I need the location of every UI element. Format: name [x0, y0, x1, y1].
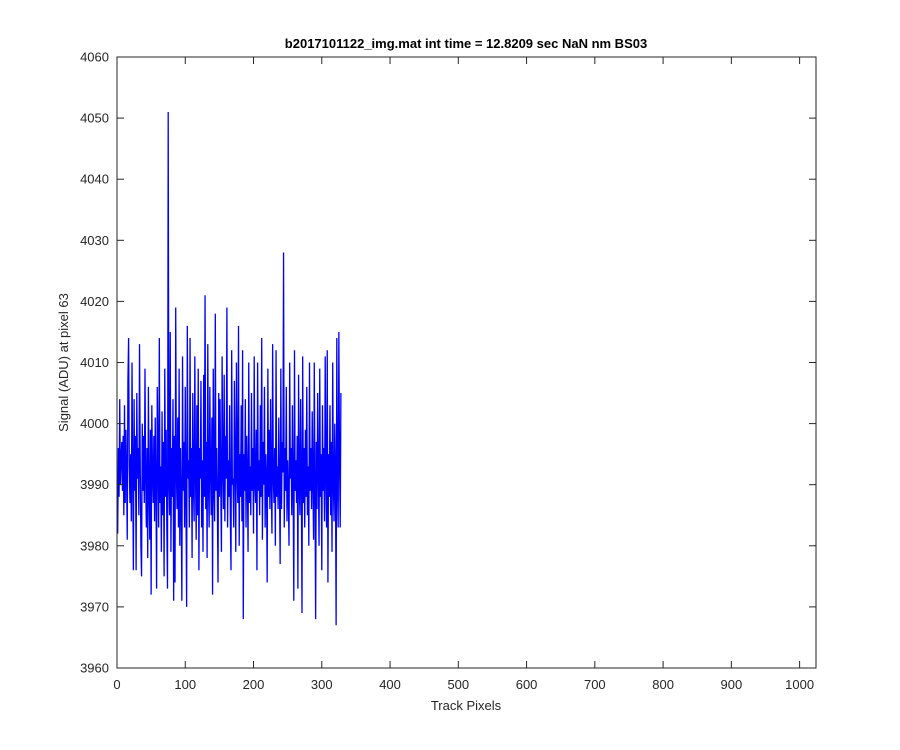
- series-line-0: [117, 111, 342, 626]
- x-tick-label: 600: [516, 677, 538, 692]
- x-tick-label: 100: [174, 677, 196, 692]
- x-tick-label: 0: [113, 677, 120, 692]
- y-axis-label: Signal (ADU) at pixel 63: [56, 293, 71, 432]
- y-tick-label: 4040: [80, 172, 109, 187]
- x-tick-label: 700: [584, 677, 606, 692]
- axes-layer: 0 100 200 300 400 500 600 700 800 900 1000 3960 3970…: [80, 50, 817, 692]
- x-tick-label: 400: [379, 677, 401, 692]
- x-tick-label: 500: [447, 677, 469, 692]
- x-axis-label: Track Pixels: [431, 698, 502, 713]
- y-tick-label: 4030: [80, 233, 109, 248]
- y-tick-label: 4060: [80, 50, 109, 65]
- chart-title: b2017101122_img.mat int time = 12.8209 s…: [285, 36, 647, 51]
- y-tick-label: 4010: [80, 355, 109, 370]
- series-layer: [117, 111, 342, 626]
- x-tick-label: 1000: [785, 677, 814, 692]
- y-tick-label: 4000: [80, 416, 109, 431]
- y-tick-label: 4050: [80, 111, 109, 126]
- x-tick-label: 200: [243, 677, 265, 692]
- y-tick-label: 3970: [80, 599, 109, 614]
- x-tick-label: 800: [652, 677, 674, 692]
- y-tick-label: 4020: [80, 294, 109, 309]
- y-tick-label: 3960: [80, 661, 109, 676]
- x-tick-label: 900: [721, 677, 743, 692]
- plot-area: [117, 57, 816, 668]
- y-tick-label: 3980: [80, 538, 109, 553]
- y-tick-label: 3990: [80, 477, 109, 492]
- x-tick-label: 300: [311, 677, 333, 692]
